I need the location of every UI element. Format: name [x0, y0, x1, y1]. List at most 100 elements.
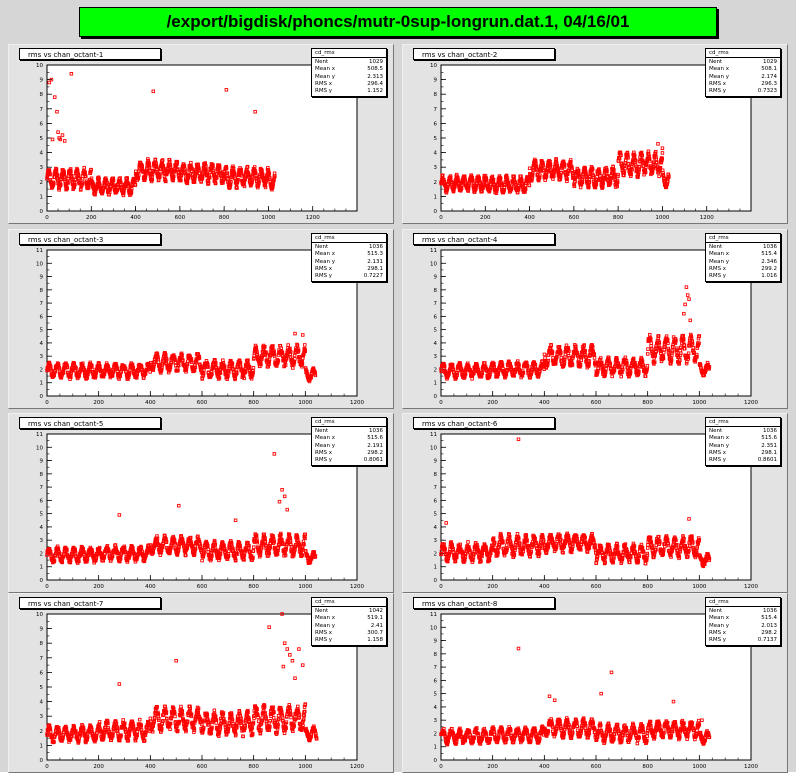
stats-value: 296.3	[761, 81, 777, 88]
stats-label: RMS y	[315, 273, 332, 280]
x-tick-label: 800	[248, 400, 259, 406]
stats-value: 298.1	[367, 266, 383, 273]
y-tick-label: 5	[434, 328, 438, 334]
stats-value: 299.2	[761, 266, 777, 273]
page-title: /export/bigdisk/phoncs/mutr-0sup-longrun…	[79, 7, 717, 37]
x-tick-label: 600	[591, 400, 602, 406]
y-tick-label: 9	[434, 78, 438, 84]
y-tick-label: 11	[430, 248, 437, 254]
x-tick-label: 800	[219, 215, 230, 221]
stats-label: RMS x	[709, 266, 726, 273]
x-tick-label: 0	[439, 215, 443, 221]
x-tick-label: 400	[130, 215, 141, 221]
y-tick-label: 6	[434, 121, 438, 127]
x-tick-label: 400	[145, 400, 156, 406]
y-tick-label: 7	[40, 107, 44, 113]
y-tick-label: 8	[434, 92, 438, 98]
y-tick-label: 1	[434, 194, 438, 200]
y-tick-label: 8	[40, 92, 44, 98]
x-tick-label: 600	[197, 584, 208, 590]
x-tick-label: 1000	[261, 215, 275, 221]
stats-box-name: cd_rms	[706, 50, 780, 58]
x-tick-label: 200	[487, 400, 498, 406]
x-tick-label: 1000	[655, 215, 669, 221]
y-tick-label: 0	[40, 209, 44, 215]
stats-value: 0.7227	[364, 273, 383, 280]
y-tick-label: 1	[40, 381, 44, 387]
y-tick-label: 2	[434, 367, 438, 373]
stats-value: 515.4	[761, 251, 777, 258]
stats-box-name: cd_rms	[706, 235, 780, 243]
x-tick-label: 1000	[692, 400, 706, 406]
chart-title: rms vs chan_octant-1	[19, 48, 161, 60]
x-tick-label: 1200	[350, 584, 364, 590]
x-tick-label: 1200	[744, 400, 758, 406]
y-tick-label: 8	[40, 472, 44, 478]
y-tick-label: 1	[40, 194, 44, 200]
x-tick-label: 200	[93, 584, 104, 590]
stats-label: Mean x	[709, 251, 729, 258]
y-tick-label: 1	[434, 381, 438, 387]
y-tick-label: 5	[434, 136, 438, 142]
stats-value: 2.313	[367, 74, 383, 81]
stats-label: RMS x	[315, 81, 332, 88]
stats-value: 2.174	[761, 74, 777, 81]
y-tick-label: 2	[434, 180, 438, 186]
stats-value: 1029	[369, 59, 383, 66]
y-tick-label: 2	[40, 367, 44, 373]
y-tick-label: 3	[434, 354, 438, 360]
stats-label: RMS y	[709, 88, 726, 95]
y-tick-label: 6	[40, 498, 44, 504]
stats-label: Mean x	[315, 251, 335, 258]
x-tick-label: 200	[93, 400, 104, 406]
y-tick-label: 4	[434, 151, 438, 157]
y-tick-label: 0	[40, 578, 44, 584]
stats-value: 296.4	[367, 81, 383, 88]
y-tick-label: 11	[36, 432, 43, 438]
stats-row: RMS x 296.4	[315, 81, 383, 88]
y-tick-label: 6	[434, 314, 438, 320]
stats-value: 0.7323	[758, 88, 777, 95]
stats-value: 508.1	[761, 66, 777, 73]
stats-label: RMS y	[315, 88, 332, 95]
stats-label: RMS x	[315, 266, 332, 273]
chart-title: rms vs chan_octant-3	[19, 233, 161, 245]
y-tick-label: 3	[40, 165, 44, 171]
y-tick-label: 11	[36, 248, 43, 254]
x-tick-label: 600	[569, 215, 580, 221]
y-tick-label: 7	[40, 485, 44, 491]
y-tick-label: 8	[40, 288, 44, 294]
y-tick-label: 2	[40, 180, 44, 186]
stats-row: RMS x 298.1	[315, 266, 383, 273]
stats-box-name: cd_rms	[312, 50, 386, 58]
y-tick-label: 0	[434, 209, 438, 215]
y-tick-label: 10	[36, 261, 43, 267]
x-tick-label: 400	[145, 584, 156, 590]
x-tick-label: 1200	[700, 215, 714, 221]
x-tick-label: 1000	[298, 584, 312, 590]
y-tick-label: 7	[434, 301, 438, 307]
y-tick-label: 9	[40, 459, 44, 465]
y-tick-label: 6	[40, 314, 44, 320]
stats-value: 1036	[763, 244, 777, 251]
x-tick-label: 1200	[350, 400, 364, 406]
y-tick-label: 10	[36, 63, 43, 69]
y-tick-label: 10	[430, 63, 437, 69]
y-tick-label: 4	[40, 341, 44, 347]
x-tick-label: 200	[480, 215, 491, 221]
